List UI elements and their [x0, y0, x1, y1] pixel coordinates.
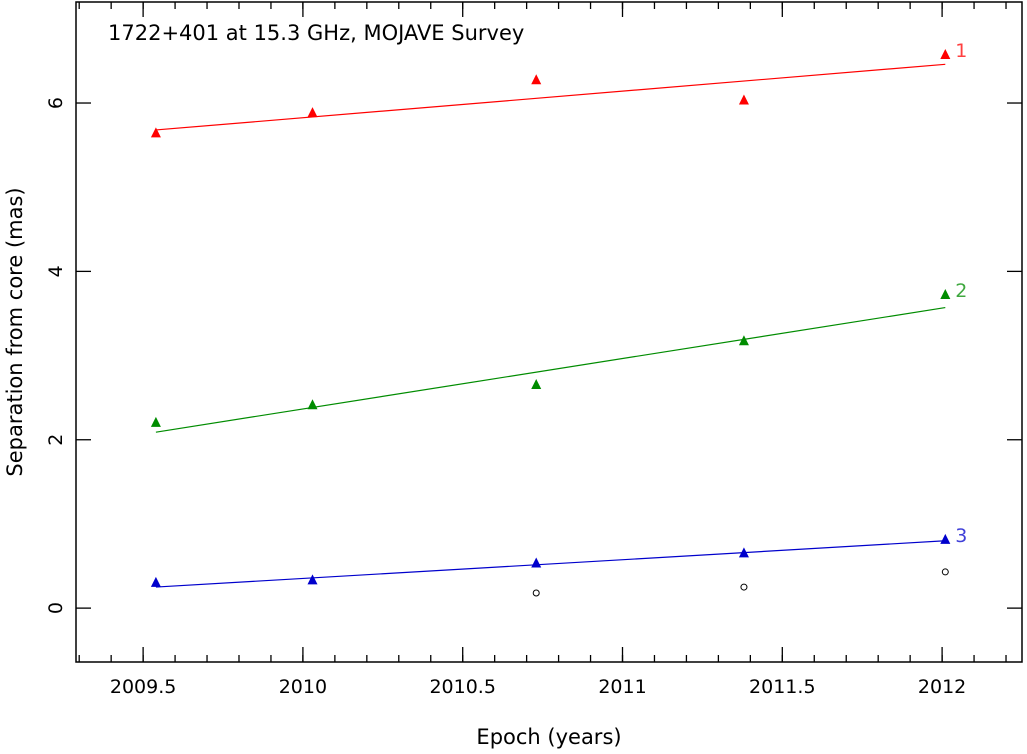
data-point-2: [738, 335, 749, 346]
data-point-2: [150, 416, 161, 427]
fit-line-3: [155, 540, 946, 588]
x-tick-label: 2010: [279, 676, 327, 698]
unassigned-point: [740, 583, 748, 591]
data-point-1: [307, 107, 318, 118]
x-axis-label: Epoch (years): [476, 725, 621, 749]
x-tick-label: 2009.5: [110, 676, 176, 698]
data-point-1: [531, 74, 542, 85]
data-point-3: [307, 574, 318, 585]
chart-title: 1722+401 at 15.3 GHz, MOJAVE Survey: [108, 21, 524, 45]
series-label-2: 2: [955, 280, 967, 302]
data-point-3: [738, 547, 749, 558]
data-point-2: [531, 379, 542, 390]
data-point-2: [940, 288, 951, 299]
x-tick-label: 2010.5: [429, 676, 495, 698]
data-point-3: [940, 533, 951, 544]
y-tick-label: 0: [45, 602, 67, 614]
x-tick-label: 2011: [598, 676, 646, 698]
x-tick-label: 2011.5: [749, 676, 815, 698]
unassigned-point: [532, 589, 540, 597]
series-label-1: 1: [955, 40, 967, 62]
unassigned-point: [941, 568, 949, 576]
data-point-1: [150, 127, 161, 138]
y-axis-label: Separation from core (mas): [3, 187, 27, 476]
x-tick-label: 2012: [918, 676, 966, 698]
y-tick-label: 6: [45, 97, 67, 109]
y-tick-label: 2: [45, 434, 67, 446]
series-label-3: 3: [955, 525, 967, 547]
fit-line-2: [155, 306, 946, 433]
data-point-3: [150, 576, 161, 587]
data-point-3: [531, 557, 542, 568]
data-point-1: [940, 49, 951, 60]
data-point-1: [738, 94, 749, 105]
y-tick-label: 4: [45, 265, 67, 277]
data-point-2: [307, 399, 318, 410]
plot-frame: [75, 1, 1023, 663]
fit-line-1: [155, 63, 946, 131]
